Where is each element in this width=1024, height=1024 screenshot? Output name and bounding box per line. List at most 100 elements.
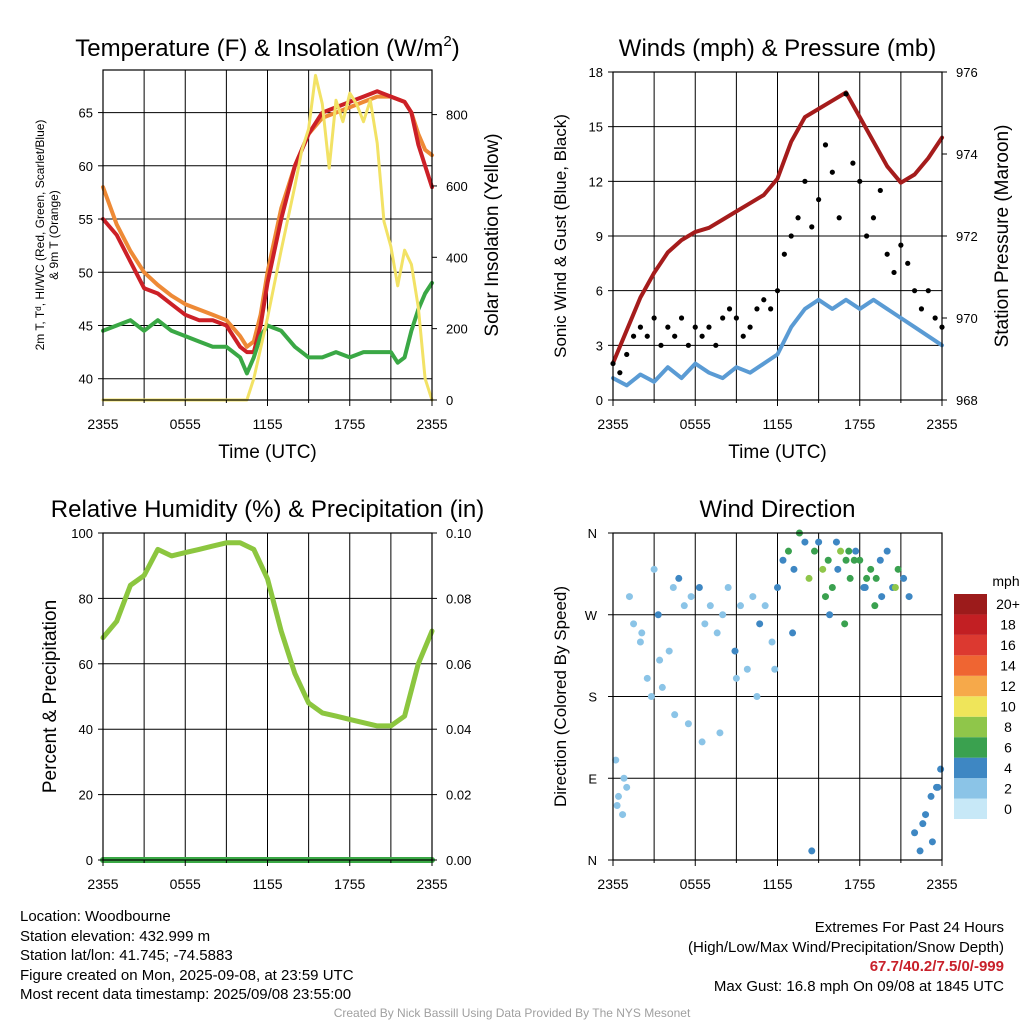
colorbar-swatch <box>954 594 987 615</box>
y-tick-label: 15 <box>589 120 603 135</box>
extremes-info: Extremes For Past 24 Hours (High/Low/Max… <box>688 918 1004 996</box>
recent-data-text: Most recent data timestamp: 2025/09/08 2… <box>20 986 352 1003</box>
direction-point <box>779 556 787 564</box>
series-line-0 <box>100 540 435 729</box>
series-line-2 <box>101 280 434 376</box>
extremes-title: Extremes For Past 24 Hours <box>814 919 1004 936</box>
y-right-tick-label: 970 <box>956 311 978 326</box>
x-tick-label: 0555 <box>170 876 201 892</box>
direction-point <box>724 584 732 591</box>
y-right-axis-label: Station Pressure (Maroon) <box>992 125 1013 348</box>
gust-point <box>905 260 911 266</box>
chart-title: Relative Humidity (%) & Precipitation (i… <box>51 496 484 523</box>
y-right-tick-label: 0.06 <box>446 657 471 672</box>
direction-point <box>732 674 740 682</box>
direction-point <box>654 611 662 619</box>
gust-point <box>898 242 904 248</box>
direction-point <box>867 565 875 573</box>
x-tick-label: 2355 <box>597 416 628 432</box>
direction-point <box>749 593 757 601</box>
direction-point <box>916 847 924 855</box>
gust-point <box>870 215 877 221</box>
y-right-tick-label: 976 <box>956 65 978 80</box>
gust-point <box>761 297 767 303</box>
colorbar-label: 8 <box>1004 719 1012 735</box>
direction-point <box>643 674 651 682</box>
direction-point <box>612 756 620 764</box>
gust-point <box>850 160 856 166</box>
direction-point <box>815 538 823 546</box>
direction-point <box>680 602 688 610</box>
y-tick-label: 0 <box>86 853 93 868</box>
x-axis-label: Time (UTC) <box>218 442 317 463</box>
y-tick-label: S <box>588 690 597 705</box>
gust-point <box>829 169 835 175</box>
x-tick-label: 1155 <box>762 416 792 432</box>
direction-point <box>900 574 908 582</box>
direction-point <box>852 547 860 555</box>
gust-point <box>740 333 746 339</box>
direction-point <box>860 584 868 591</box>
direction-point <box>876 556 884 564</box>
y-tick-label: 3 <box>596 338 603 353</box>
gust-point <box>932 315 938 321</box>
direction-point <box>790 565 798 573</box>
colorbar-label: 2 <box>1004 780 1012 796</box>
gust-point <box>754 306 760 312</box>
y-tick-label: N <box>588 526 597 541</box>
direction-point <box>771 665 779 673</box>
direction-point <box>658 683 666 691</box>
gust-point <box>891 269 897 276</box>
y-axis-label: Percent & Precipitation <box>40 600 61 793</box>
y-right-tick-label: 200 <box>446 322 468 337</box>
x-tick-label: 2355 <box>597 876 628 892</box>
direction-point <box>761 602 769 610</box>
max-gust-text: Max Gust: 16.8 mph On 09/08 at 1845 UTC <box>713 977 1004 995</box>
created-text: Figure created on Mon, 2025-09-08, at 23… <box>20 966 354 984</box>
chart-title: Temperature (F) & Insolation (W/m2) <box>75 33 459 62</box>
direction-point <box>716 729 724 737</box>
colorbar-swatch <box>954 737 987 758</box>
extremes-values: 67.7/40.2/7.5/0/-999 <box>869 958 1004 975</box>
location-text: Location: Woodbourne <box>20 908 171 925</box>
y-tick-label: 40 <box>79 372 93 387</box>
gust-point <box>836 215 842 221</box>
x-tick-label: 2355 <box>926 416 957 432</box>
direction-point <box>698 738 706 746</box>
direction-point <box>819 565 827 573</box>
direction-point <box>905 593 913 601</box>
extremes-legend: (High/Low/Max Wind/Precipitation/Snow De… <box>688 938 1004 956</box>
gust-point <box>802 178 808 184</box>
latlon-text: Station lat/lon: 41.745; -74.5883 <box>20 947 233 964</box>
gust-point <box>795 215 801 221</box>
gust-point <box>884 251 890 257</box>
elevation-text: Station elevation: 432.999 m <box>20 927 211 945</box>
x-tick-label: 2355 <box>87 876 118 892</box>
y-tick-label: 100 <box>71 526 93 541</box>
direction-point <box>675 574 683 582</box>
gust-point <box>692 324 698 330</box>
direction-point <box>934 783 942 791</box>
gust-point <box>877 187 883 194</box>
gust-point <box>637 324 644 330</box>
direction-point <box>911 829 919 837</box>
series-line-0 <box>611 297 944 388</box>
gust-point <box>843 91 849 97</box>
title-superscript: 2 <box>443 33 451 50</box>
direction-point <box>713 629 721 637</box>
colorbar-swatch <box>954 696 987 717</box>
x-tick-label: 1755 <box>334 876 365 892</box>
colorbar-swatch <box>954 675 987 697</box>
y-tick-label: 65 <box>79 106 93 121</box>
gust-point <box>774 288 781 294</box>
y-tick-label: 55 <box>79 212 93 227</box>
credit-text: Created By Nick Bassill Using Data Provi… <box>333 1006 691 1020</box>
colorbar-swatch <box>954 798 987 819</box>
direction-point <box>927 792 935 800</box>
direction-point <box>636 638 644 646</box>
gust-point <box>706 324 712 330</box>
direction-point <box>846 574 854 582</box>
direction-point <box>671 711 679 719</box>
gust-point <box>925 288 931 294</box>
direction-point <box>756 620 764 628</box>
